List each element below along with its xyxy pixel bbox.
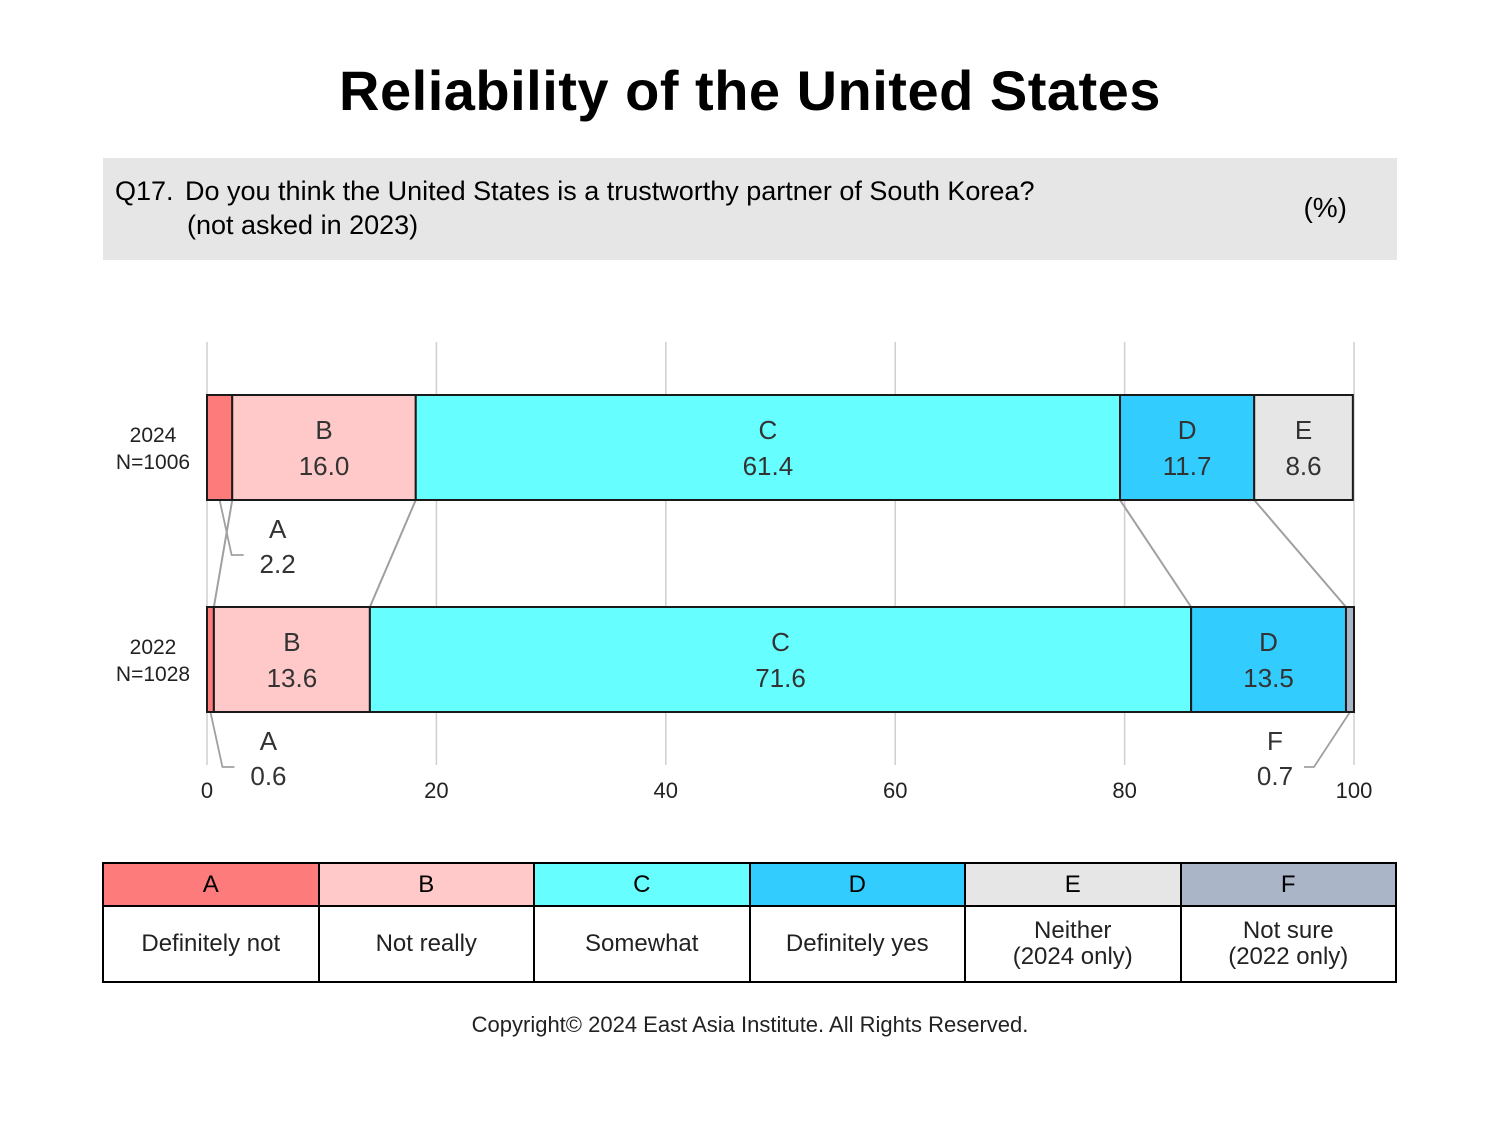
x-tick-label: 80: [1112, 778, 1136, 803]
question-box: Q17. Do you think the United States is a…: [103, 158, 1397, 260]
legend-key: D: [750, 864, 964, 907]
segment-key-label: C: [758, 415, 777, 445]
callout-line: [218, 499, 244, 556]
row-label-n: N=1006: [116, 451, 190, 474]
x-tick-label: 60: [883, 778, 907, 803]
bar-segment-a: [206, 606, 215, 713]
chart-title: Reliability of the United States: [339, 59, 1161, 122]
legend-label: Definitely yes: [785, 930, 929, 957]
data-label: 61.4: [743, 451, 794, 481]
segment-key-label: B: [283, 627, 300, 657]
segment-key-label: E: [1295, 415, 1312, 445]
question-note: (not asked in 2023): [187, 210, 419, 240]
data-label: 13.5: [1243, 663, 1294, 693]
bar-segment-a: [206, 394, 234, 501]
bar-segment-d: [1190, 606, 1347, 713]
bar-segment-f: [1344, 606, 1355, 713]
bar-segment-c: [414, 394, 1122, 501]
segment-key-label: B: [315, 415, 332, 445]
bar-segment-c: [368, 606, 1193, 713]
bar-segment-b: [231, 394, 417, 501]
data-label: 0.6: [250, 761, 286, 791]
bar-segment-d: [1119, 394, 1256, 501]
segment-key-label: A: [260, 726, 278, 756]
x-tick-label: 20: [424, 778, 448, 803]
legend-column-f: F Not sure (2022 only): [1181, 864, 1395, 981]
question-text: Do you think the United States is a trus…: [185, 176, 1035, 206]
legend-label: Definitely not: [141, 930, 281, 957]
data-label: 16.0: [299, 451, 350, 481]
callout-line: [209, 711, 235, 768]
bar-segment-e: [1253, 394, 1354, 501]
unit-label: (%): [1303, 192, 1347, 223]
data-label: 71.6: [755, 663, 806, 693]
data-label: 0.7: [1257, 761, 1293, 791]
data-label: 11.7: [1163, 451, 1212, 481]
connector-line: [368, 499, 417, 608]
connector-line: [1119, 499, 1192, 608]
legend-column-d: D Definitely yes: [750, 864, 966, 981]
segment-key-label: F: [1267, 726, 1283, 756]
stacked-bar-chart: 0 20 40 60 80 100 A 2.2 B 16.0 C 61.4 D 11.7 E 8.6 2024 N…: [116, 342, 1373, 803]
x-tick-label: 40: [654, 778, 678, 803]
connector-line: [1253, 499, 1347, 608]
legend-label: Somewhat: [585, 930, 699, 957]
legend-label: Not sure (2022 only): [1228, 917, 1349, 970]
question-number: Q17.: [115, 176, 174, 206]
legend-label: Not really: [375, 930, 477, 957]
bar-segment-b: [212, 606, 371, 713]
segment-key-label: C: [771, 627, 790, 657]
data-label: 8.6: [1285, 451, 1321, 481]
copyright-text: Copyright© 2024 East Asia Institute. All…: [471, 1012, 1029, 1037]
callout-line: [1303, 711, 1351, 768]
legend-key: B: [319, 864, 533, 907]
legend-key: F: [1181, 864, 1395, 907]
segment-key-label: D: [1259, 627, 1278, 657]
segment-key-label: A: [269, 514, 287, 544]
legend-label: Neither (2024 only): [1012, 917, 1133, 970]
legend-key: C: [535, 864, 749, 907]
row-label-year: 2024: [130, 424, 177, 447]
x-tick-label: 100: [1336, 778, 1373, 803]
legend-key: E: [966, 864, 1180, 907]
row-label-n: N=1028: [116, 663, 190, 686]
legend-column-e: E Neither (2024 only): [966, 864, 1182, 981]
data-label: 13.6: [267, 663, 318, 693]
data-label: 2.2: [260, 549, 296, 579]
legend-column-a: A Definitely not: [104, 864, 320, 981]
legend-column-b: B Not really: [319, 864, 535, 981]
row-label-year: 2022: [130, 636, 177, 659]
legend-table: A Definitely not B Not really C Somewhat D Defi…: [102, 862, 1397, 983]
legend-column-c: C Somewhat: [535, 864, 751, 981]
legend-key: A: [104, 864, 318, 907]
x-tick-label: 0: [201, 778, 213, 803]
segment-key-label: D: [1178, 415, 1197, 445]
connector-line: [212, 499, 234, 608]
